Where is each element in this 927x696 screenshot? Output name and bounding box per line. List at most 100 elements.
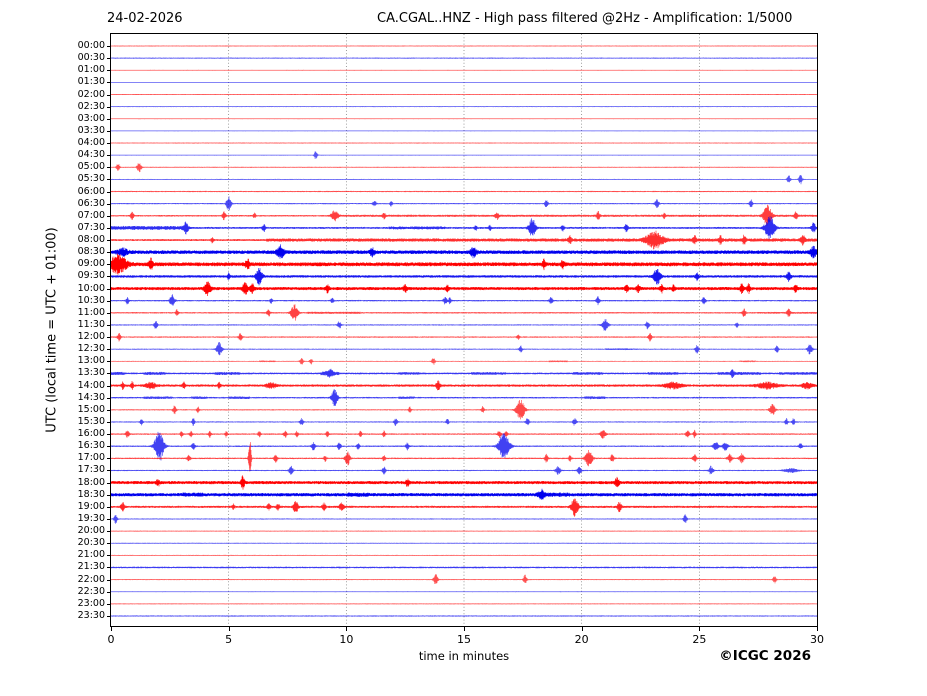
x-tick-mark — [346, 627, 348, 631]
x-tick-label: 10 — [339, 633, 354, 646]
y-tick-mark — [107, 179, 111, 181]
y-tick-label: 01:30 — [77, 76, 105, 88]
x-tick-mark — [111, 627, 112, 631]
y-tick-mark — [107, 46, 111, 47]
y-tick-label: 22:30 — [77, 585, 105, 597]
y-tick-mark — [107, 203, 111, 205]
y-tick-label: 08:00 — [77, 234, 105, 246]
y-tick-mark — [107, 603, 111, 605]
y-tick-mark — [107, 300, 111, 302]
y-tick-mark — [107, 155, 111, 157]
plot-area — [110, 33, 818, 627]
y-tick-mark — [107, 470, 111, 472]
y-tick-mark — [107, 543, 111, 545]
y-tick-mark — [107, 349, 111, 351]
y-tick-label: 17:30 — [77, 464, 105, 476]
y-tick-mark — [107, 118, 111, 120]
y-tick-mark — [107, 276, 111, 278]
y-tick-mark — [107, 434, 111, 436]
y-tick-label: 16:30 — [77, 440, 105, 452]
y-tick-mark — [107, 555, 111, 557]
y-tick-mark — [107, 397, 111, 399]
y-tick-label: 02:30 — [77, 100, 105, 112]
y-tick-label: 19:00 — [77, 500, 105, 512]
y-tick-label: 18:00 — [77, 476, 105, 488]
y-tick-label: 21:30 — [77, 561, 105, 573]
y-tick-label: 05:00 — [77, 161, 105, 173]
x-tick-mark — [464, 627, 465, 631]
y-tick-mark — [107, 143, 111, 145]
y-tick-mark — [107, 361, 111, 363]
y-tick-mark — [107, 82, 111, 84]
y-tick-label: 20:00 — [77, 525, 105, 537]
helicorder-canvas — [111, 34, 817, 626]
y-tick-mark — [107, 373, 111, 375]
y-tick-mark — [107, 191, 111, 193]
y-tick-mark — [107, 567, 111, 569]
x-tick-mark — [581, 627, 583, 631]
y-tick-label: 10:30 — [77, 294, 105, 306]
y-tick-label: 00:30 — [77, 52, 105, 64]
y-tick-mark — [107, 409, 111, 411]
y-tick-label: 14:30 — [77, 391, 105, 403]
x-tick-label: 30 — [810, 633, 824, 646]
x-tick-mark — [699, 627, 701, 631]
y-tick-mark — [107, 58, 111, 60]
y-tick-mark — [107, 518, 111, 520]
y-tick-label: 11:00 — [77, 306, 105, 318]
y-tick-mark — [107, 215, 111, 217]
y-tick-mark — [107, 264, 111, 266]
y-tick-label: 18:30 — [77, 488, 105, 500]
y-tick-label: 12:30 — [77, 343, 105, 355]
y-tick-label: 04:30 — [77, 149, 105, 161]
x-tick-mark — [817, 627, 818, 631]
y-tick-mark — [107, 106, 111, 108]
y-tick-label: 13:00 — [77, 355, 105, 367]
x-axis-label: time in minutes — [418, 649, 510, 663]
y-tick-mark — [107, 70, 111, 72]
y-tick-label: 02:00 — [77, 88, 105, 100]
y-tick-mark — [107, 252, 111, 254]
y-tick-label: 06:30 — [77, 197, 105, 209]
y-tick-mark — [107, 531, 111, 533]
y-tick-label: 07:30 — [77, 221, 105, 233]
y-tick-label: 07:00 — [77, 209, 105, 221]
y-tick-label: 17:00 — [77, 452, 105, 464]
y-tick-mark — [107, 94, 111, 96]
y-tick-label: 12:00 — [77, 331, 105, 343]
y-tick-label: 23:30 — [77, 610, 105, 621]
y-tick-mark — [107, 616, 111, 617]
y-tick-mark — [107, 482, 111, 484]
y-tick-label: 20:30 — [77, 537, 105, 549]
x-tick-label: 5 — [225, 633, 233, 646]
y-tick-label: 14:00 — [77, 379, 105, 391]
y-tick-label: 09:00 — [77, 258, 105, 270]
y-tick-label: 04:00 — [77, 137, 105, 149]
y-tick-label: 22:00 — [77, 573, 105, 585]
y-tick-mark — [107, 240, 111, 242]
y-tick-mark — [107, 167, 111, 169]
y-tick-mark — [107, 227, 111, 229]
y-tick-mark — [107, 312, 111, 314]
y-tick-mark — [107, 337, 111, 339]
y-tick-label: 09:30 — [77, 270, 105, 282]
copyright: ©ICGC 2026 — [719, 648, 811, 664]
x-tick-label: 0 — [107, 633, 115, 646]
y-tick-label: 06:00 — [77, 185, 105, 197]
y-tick-label: 11:30 — [77, 318, 105, 330]
y-tick-mark — [107, 458, 111, 460]
y-tick-mark — [107, 130, 111, 132]
y-tick-label: 01:00 — [77, 64, 105, 76]
y-tick-label: 13:30 — [77, 367, 105, 379]
y-tick-label: 16:00 — [77, 428, 105, 440]
y-tick-label: 08:30 — [77, 246, 105, 258]
y-tick-label: 19:30 — [77, 512, 105, 524]
y-tick-label: 10:00 — [77, 282, 105, 294]
y-tick-mark — [107, 579, 111, 581]
y-tick-label: 05:30 — [77, 173, 105, 185]
y-tick-mark — [107, 324, 111, 326]
y-tick-label: 21:00 — [77, 549, 105, 561]
station-title: CA.CGAL..HNZ - High pass filtered @2Hz -… — [377, 11, 793, 26]
y-tick-mark — [107, 506, 111, 508]
